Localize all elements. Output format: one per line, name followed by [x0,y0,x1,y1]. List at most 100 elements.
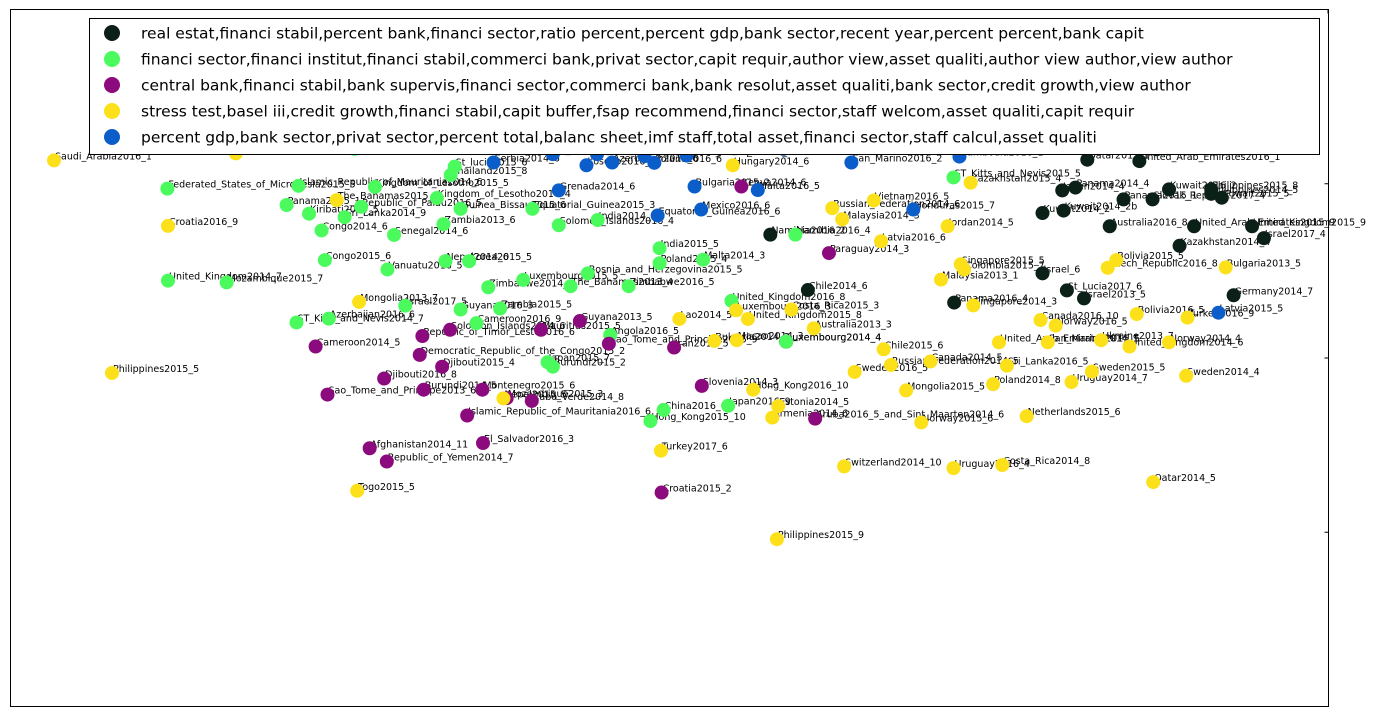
scatter-point [377,371,392,386]
point-label: Estonia2014_5 [779,397,849,408]
point-label: United_Kingdom2014_6 [1130,337,1243,348]
point-label: Guyana2013_5 [581,312,653,323]
point-label: United_Arab_Emirates2016_1 [1140,152,1280,163]
scatter-point [329,193,344,208]
scatter-point [923,354,938,369]
scatter-point [525,201,540,216]
scatter-point [707,333,722,348]
point-label: Saudi_Arabia2016_1 [55,151,152,162]
point-label: Chile2014_6 [809,281,868,292]
scatter-point [337,210,352,225]
point-label: Australia2013_3 [815,319,892,330]
point-label: Burundi2014_5 [425,381,497,392]
scatter-point [524,393,539,408]
point-label: Lao2014_5 [680,310,732,321]
scatter-point [308,339,323,354]
point-label: Kuwait2014_2b [1065,202,1138,213]
point-label: St_Lucia2017_6 [1068,281,1142,292]
scatter-point [866,193,881,208]
scatter-point [899,383,914,398]
scatter-point [1080,152,1095,167]
legend-box [89,18,1320,155]
point-label: Singapore2015_5 [962,255,1045,266]
point-label: Poland2014_8 [994,375,1061,386]
point-label: Solomon_Islands2014_6 [451,321,565,332]
scatter-point [317,253,332,268]
scatter-point [496,391,511,406]
point-label: Latvia2015_5 [1219,304,1283,315]
scatter-point [362,441,377,456]
scatter-point [352,294,367,309]
scatter-point [279,198,294,213]
point-label: Kenya2014_6 [742,178,806,189]
scatter-point [621,279,636,294]
point-label: Panama2016_4 [955,294,1028,305]
point-label: Japan2014_4 [1062,181,1124,192]
scatter-point [314,223,329,238]
scatter-point [563,279,578,294]
point-label: Mongolia2013_7 [360,293,438,304]
scatter-point [462,254,477,269]
point-label: Chile2015_6 [885,340,944,351]
scatter-point [380,262,395,277]
scatter-point [1214,190,1229,205]
point-label: Islamic_Republic_of_Mauritania2016_6 [468,407,651,418]
point-label: Australia2016_8 [1111,217,1188,228]
scatter-point [765,410,780,425]
scatter-point [1172,238,1187,253]
point-label: Congo2014_6 [323,221,388,232]
point-label: Ukraine2013_7 [1102,331,1174,342]
scatter-point [946,461,961,476]
scatter-point [1187,219,1202,234]
scatter-point [1064,375,1079,390]
point-label: The_Bahamas2013_4 [571,277,674,288]
point-label: Equatorial_Guinea2016_6 [659,206,781,217]
scatter-point [476,436,491,451]
point-label: Bulgaria2013_5 [1227,258,1301,269]
scatter-point [806,321,821,336]
point-label: Djibouti2015_4 [443,358,515,369]
scatter-point [438,254,453,269]
scatter-point [729,303,744,318]
point-label: Philippines2015_5 [113,364,199,375]
point-label: Nepal2014_6 [446,252,508,263]
point-label: Republic_of_Timor_Leste2016_6 [423,327,575,338]
point-label: Sao_Tome_and_Principe2015_9 [610,335,758,346]
point-label: Switzerland2014_10 [845,457,941,468]
legend-marker [104,77,120,93]
scatter-point [1179,368,1194,383]
scatter-point [1084,364,1099,379]
scatter-point [654,485,669,500]
point-label: Sweden2015_5 [1093,363,1166,374]
scatter-point [1100,260,1115,275]
scatter-point [1256,231,1271,246]
scatter-point [1204,186,1219,201]
point-label: El_Salvador2016_3 [484,434,574,445]
scatter-point [1226,288,1241,303]
point-label: Bolivia2016_5 [1138,305,1205,316]
point-label: Bosnia_and_Herzegovina2015_5 [589,264,743,275]
scatter-point [1146,475,1161,490]
scatter-point [687,179,702,194]
point-label: Uruguay2014_7 [1072,373,1147,384]
point-label: Zimbabwe2016_5 [630,277,715,288]
scatter-point [1116,192,1131,207]
point-label: Canada2014_5 [931,352,1002,363]
scatter-point [580,266,595,281]
point-label: Canada2016_10 [1042,311,1119,322]
scatter-point [800,283,815,298]
point-label: Bolivia2015_5 [1117,251,1184,262]
point-label: Cameroon2016_9 [477,314,561,325]
scatter-point [46,153,61,168]
point-label: Republic_of_Yemen2014_7 [388,453,514,464]
scatter-point [545,359,560,374]
scatter-point [914,415,929,430]
scatter-point [1162,182,1177,197]
point-label: Malaysia2014_3 [843,210,919,221]
point-label: Norway2014_4 [1170,333,1241,344]
scatter-point [874,234,889,249]
scatter-point [533,322,548,337]
point-label: Senegal2014_6 [395,226,468,237]
point-label: Malta2014_3 [704,251,765,262]
